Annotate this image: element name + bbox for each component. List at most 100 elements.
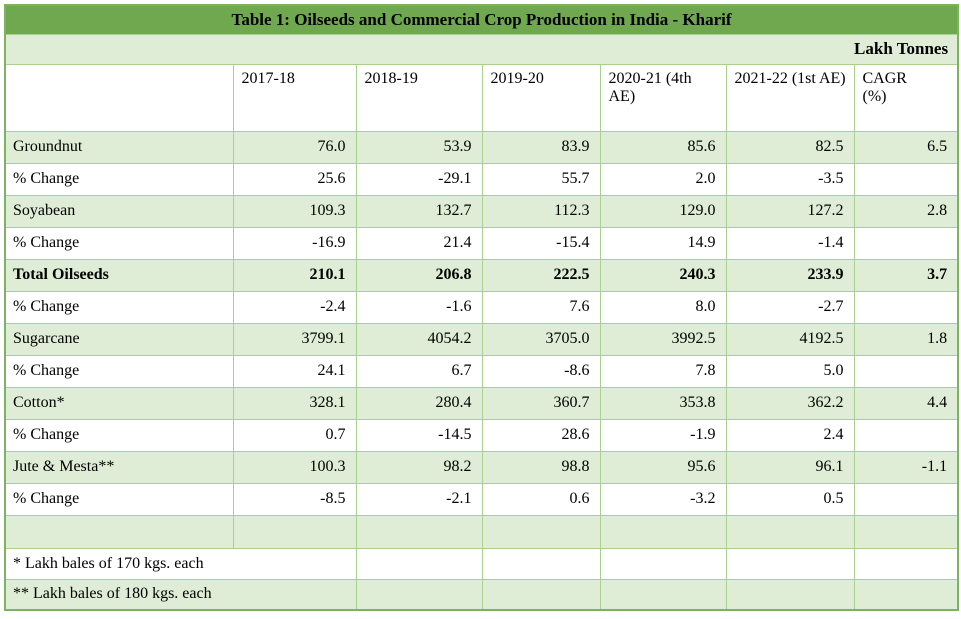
blank-cell [599,514,727,549]
value-cell: 3992.5 [599,322,727,356]
row-label: Groundnut [4,130,234,164]
value-cell [853,418,959,452]
row-label: % Change [4,354,234,388]
blank-cell [355,514,483,549]
blank-row [4,514,959,549]
value-cell: 6.5 [853,130,959,164]
table-title: Table 1: Oilseeds and Commercial Crop Pr… [4,4,959,35]
blank-cell [725,547,855,580]
blank-cell [481,547,601,580]
value-cell: 280.4 [355,386,483,420]
blank-cell [853,514,959,549]
table-row-soyabean: Soyabean 109.3 132.7 112.3 129.0 127.2 2… [4,194,959,228]
blank-cell [599,547,727,580]
column-header-row: 2017-18 2018-19 2019-20 2020-21 (4th AE)… [4,63,959,132]
value-cell: 2.4 [725,418,855,452]
value-cell: 0.6 [481,482,601,516]
value-cell: -3.2 [599,482,727,516]
value-cell [853,482,959,516]
value-cell: 0.5 [725,482,855,516]
footnote-row-2: ** Lakh bales of 180 kgs. each [4,578,959,611]
value-cell: -14.5 [355,418,483,452]
value-cell: 127.2 [725,194,855,228]
value-cell: -2.4 [232,290,357,324]
table-row-pct-change: % Change -16.9 21.4 -15.4 14.9 -1.4 [4,226,959,260]
value-cell: 96.1 [725,450,855,484]
blank-cell [355,578,483,611]
row-label: % Change [4,418,234,452]
value-cell: -2.1 [355,482,483,516]
value-cell: 3705.0 [481,322,601,356]
value-cell [853,226,959,260]
value-cell: 76.0 [232,130,357,164]
row-label: Sugarcane [4,322,234,356]
row-label: Soyabean [4,194,234,228]
value-cell: 5.0 [725,354,855,388]
value-cell: -1.9 [599,418,727,452]
value-cell: 98.2 [355,450,483,484]
value-cell: 95.6 [599,450,727,484]
blank-cell [481,514,601,549]
value-cell: 4192.5 [725,322,855,356]
value-cell [853,290,959,324]
value-cell: 112.3 [481,194,601,228]
table-row-pct-change: % Change 0.7 -14.5 28.6 -1.9 2.4 [4,418,959,452]
value-cell: 353.8 [599,386,727,420]
header-cell-2017-18: 2017-18 [232,63,357,132]
value-cell: 360.7 [481,386,601,420]
value-cell: 233.9 [725,258,855,292]
value-cell: 0.7 [232,418,357,452]
value-cell: 109.3 [232,194,357,228]
value-cell: -3.5 [725,162,855,196]
value-cell: 82.5 [725,130,855,164]
value-cell: 3.7 [853,258,959,292]
title-row: Table 1: Oilseeds and Commercial Crop Pr… [4,4,959,35]
value-cell: -15.4 [481,226,601,260]
row-label: % Change [4,162,234,196]
value-cell: 240.3 [599,258,727,292]
row-label: % Change [4,226,234,260]
value-cell: 129.0 [599,194,727,228]
header-cell-blank [4,63,234,132]
blank-cell [481,578,601,611]
row-label: % Change [4,290,234,324]
header-cell-2020-21: 2020-21 (4th AE) [599,63,727,132]
value-cell: 4054.2 [355,322,483,356]
value-cell: -2.7 [725,290,855,324]
row-label: % Change [4,482,234,516]
value-cell: -8.6 [481,354,601,388]
value-cell: 7.8 [599,354,727,388]
unit-row: Lakh Tonnes [4,33,959,65]
header-cell-2019-20: 2019-20 [481,63,601,132]
value-cell: -1.1 [853,450,959,484]
value-cell: 98.8 [481,450,601,484]
row-label: Total Oilseeds [4,258,234,292]
value-cell: 6.7 [355,354,483,388]
value-cell: 4.4 [853,386,959,420]
value-cell: -16.9 [232,226,357,260]
table-row-pct-change: % Change -8.5 -2.1 0.6 -3.2 0.5 [4,482,959,516]
value-cell: 328.1 [232,386,357,420]
value-cell: 2.0 [599,162,727,196]
value-cell: -29.1 [355,162,483,196]
production-table: Table 1: Oilseeds and Commercial Crop Pr… [4,4,960,611]
value-cell: -1.6 [355,290,483,324]
value-cell: 100.3 [232,450,357,484]
value-cell: 28.6 [481,418,601,452]
value-cell: 24.1 [232,354,357,388]
value-cell: 55.7 [481,162,601,196]
value-cell: 362.2 [725,386,855,420]
value-cell: 2.8 [853,194,959,228]
footnote-row-1: * Lakh bales of 170 kgs. each [4,547,959,580]
blank-cell [232,514,357,549]
value-cell: 85.6 [599,130,727,164]
blank-cell [853,547,959,580]
blank-cell [599,578,727,611]
value-cell: 1.8 [853,322,959,356]
table-row-groundnut: Groundnut 76.0 53.9 83.9 85.6 82.5 6.5 [4,130,959,164]
table-row-cotton: Cotton* 328.1 280.4 360.7 353.8 362.2 4.… [4,386,959,420]
table-row-total-oilseeds: Total Oilseeds 210.1 206.8 222.5 240.3 2… [4,258,959,292]
value-cell [853,354,959,388]
value-cell: 83.9 [481,130,601,164]
footnote-text: ** Lakh bales of 180 kgs. each [4,578,357,611]
